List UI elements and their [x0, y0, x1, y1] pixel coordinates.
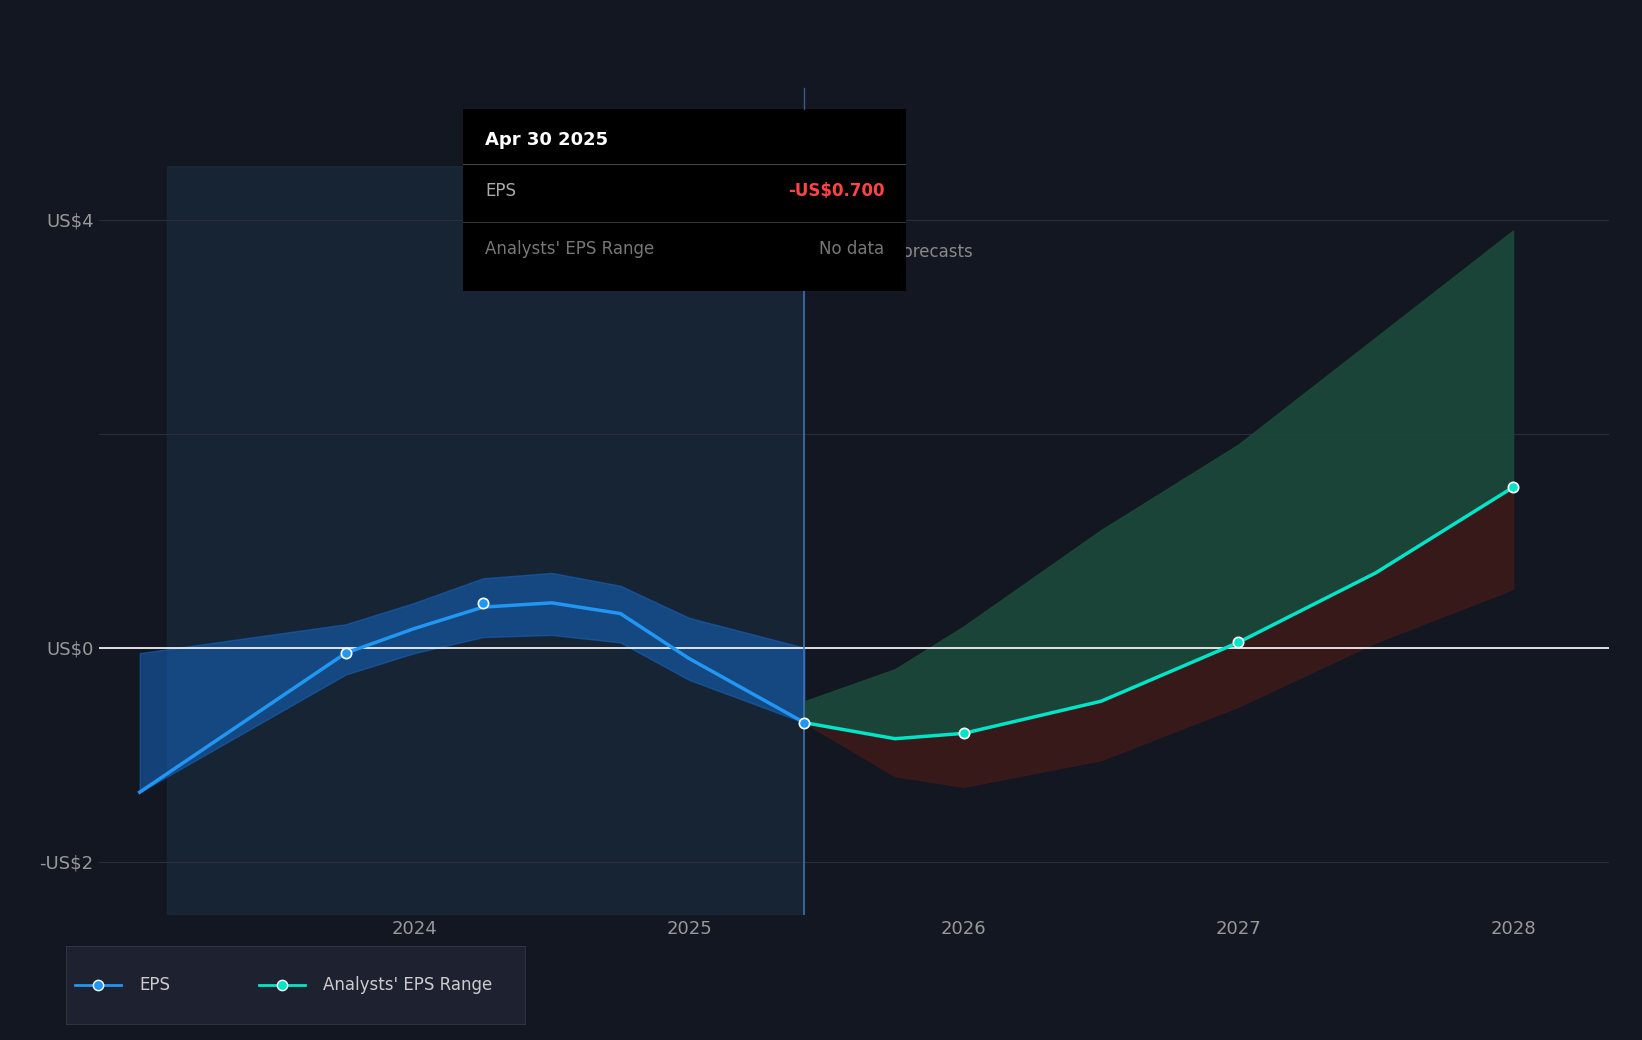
Point	[791, 714, 818, 731]
Text: Analysts Forecasts: Analysts Forecasts	[818, 243, 972, 261]
Text: Actual: Actual	[739, 243, 791, 261]
Text: EPS: EPS	[486, 182, 516, 200]
Bar	[167, 166, 805, 915]
Point	[333, 645, 360, 661]
Point	[470, 595, 496, 612]
Text: -US$0.700: -US$0.700	[788, 182, 885, 200]
Point	[269, 978, 296, 994]
Text: No data: No data	[819, 240, 885, 258]
Text: Analysts' EPS Range: Analysts' EPS Range	[323, 977, 493, 994]
Text: Apr 30 2025: Apr 30 2025	[486, 131, 608, 149]
Point	[1225, 634, 1251, 651]
Point	[951, 725, 977, 742]
Point	[85, 978, 112, 994]
Point	[1499, 479, 1525, 496]
Text: Analysts' EPS Range: Analysts' EPS Range	[486, 240, 655, 258]
Text: EPS: EPS	[140, 977, 171, 994]
